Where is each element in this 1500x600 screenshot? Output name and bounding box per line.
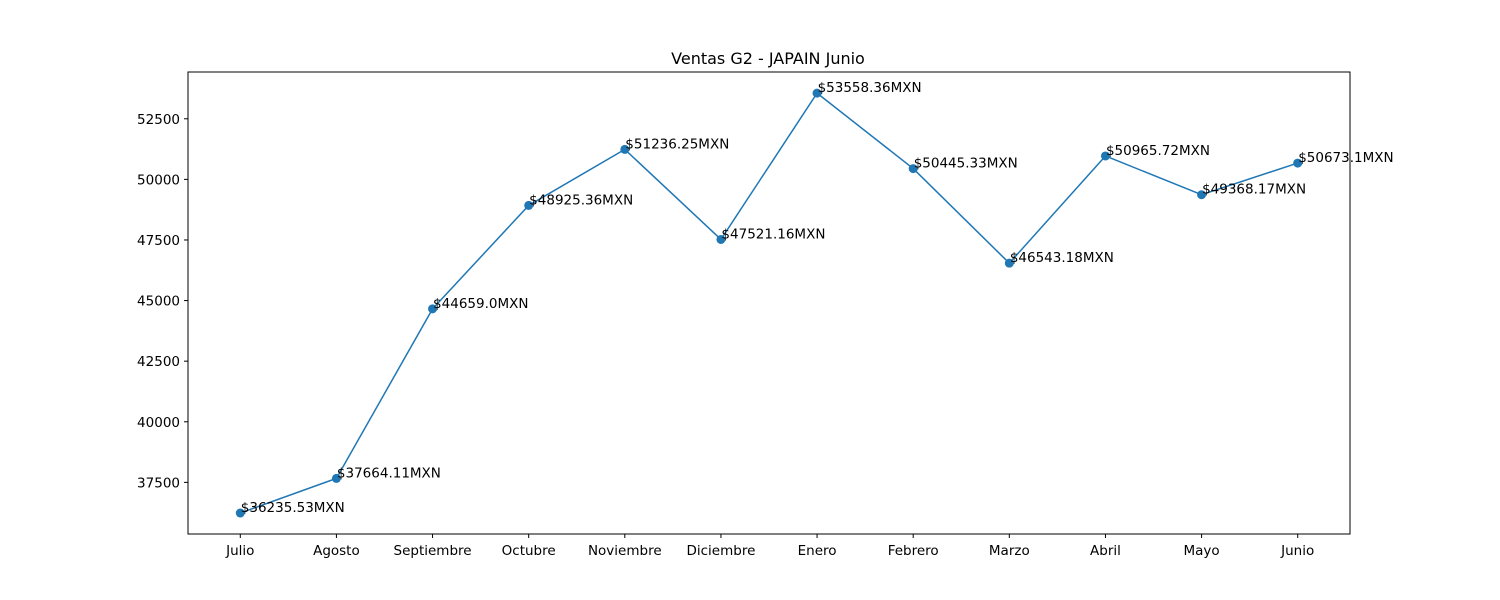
x-tick-label: Junio <box>1280 543 1314 559</box>
x-tick-label: Diciembre <box>686 543 755 559</box>
data-point <box>1004 258 1014 268</box>
data-label: $46543.18MXN <box>1010 250 1114 266</box>
data-label: $49368.17MXN <box>1202 182 1306 198</box>
y-tick-label: 37500 <box>137 475 180 491</box>
x-tick-label: Noviembre <box>588 543 662 559</box>
data-point <box>331 473 341 483</box>
x-tick-label: Septiembre <box>394 543 472 559</box>
x-tick-label: Enero <box>798 543 837 559</box>
data-label: $44659.0MXN <box>433 296 528 312</box>
data-label: $50445.33MXN <box>914 156 1018 172</box>
x-tick-label: Octubre <box>502 543 556 559</box>
data-point <box>716 234 726 244</box>
x-tick-label: Mayo <box>1183 543 1219 559</box>
data-point <box>1100 151 1110 161</box>
data-point <box>524 200 534 210</box>
axes: 37500 40000 42500 45000 47500 50000 52500 Julio… <box>137 112 1314 559</box>
data-point <box>428 304 438 314</box>
x-tick-label: Febrero <box>888 543 939 559</box>
data-label: $48925.36MXN <box>529 192 633 208</box>
data-point <box>620 144 630 154</box>
data-label: $53558.36MXN <box>818 80 922 96</box>
x-tick-label: Abril <box>1090 543 1121 559</box>
x-tick-label: Agosto <box>313 543 360 559</box>
x-tick-label: Marzo <box>989 543 1030 559</box>
data-labels: $36235.53MXN $37664.11MXN $44659.0MXN $4892… <box>241 80 1394 516</box>
series-group <box>235 88 1303 518</box>
data-label: $51236.25MXN <box>625 136 729 152</box>
data-point <box>235 508 245 518</box>
series-line <box>240 92 1298 514</box>
data-point <box>1293 158 1303 168</box>
y-tick-label: 45000 <box>137 294 180 310</box>
y-tick-label: 42500 <box>137 354 180 370</box>
chart-title: Ventas G2 - JAPAIN Junio <box>671 49 865 68</box>
y-tick-label: 40000 <box>137 415 180 431</box>
y-tick-label: 50000 <box>137 172 180 188</box>
data-label: $36235.53MXN <box>241 500 345 516</box>
data-point <box>908 164 918 174</box>
plot-frame <box>187 71 1351 535</box>
data-label: $37664.11MXN <box>337 465 441 481</box>
data-point <box>1197 190 1207 200</box>
y-tick-label: 47500 <box>137 233 180 249</box>
y-tick-label: 52500 <box>137 112 180 128</box>
data-point <box>812 88 822 98</box>
x-tick-label: Julio <box>225 543 254 559</box>
data-label: $50673.1MXN <box>1298 150 1393 166</box>
data-label: $47521.16MXN <box>721 226 825 242</box>
data-label: $50965.72MXN <box>1106 143 1210 159</box>
